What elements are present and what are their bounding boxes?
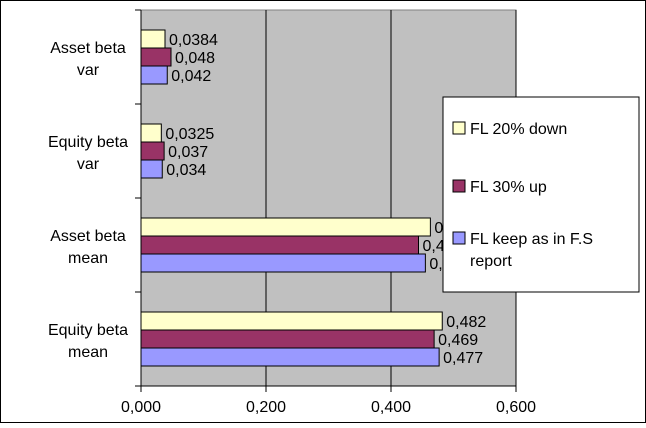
y-category-label: Equity beta mean: [48, 322, 128, 361]
data-label: 0,469: [438, 332, 478, 349]
y-category-label: Equity beta var: [48, 134, 128, 173]
y-category-label: Asset beta mean: [50, 228, 126, 267]
bar: [140, 253, 426, 273]
x-tick-label: 0,400: [371, 399, 411, 416]
bar: [140, 141, 165, 161]
bar: [140, 235, 419, 255]
legend-label: FL 30% up: [470, 179, 547, 196]
data-label: 0,037: [168, 144, 208, 161]
bar: [140, 159, 163, 179]
legend-label: FL 20% down: [470, 121, 567, 138]
legend-swatch: [452, 231, 466, 245]
x-tick-label: 0,200: [246, 399, 286, 416]
bars: [140, 29, 443, 367]
bar: [140, 47, 172, 67]
data-label: 0,0384: [169, 32, 218, 49]
legend: FL 20% down FL 30% up FL keep as in F.S rep…: [442, 96, 640, 293]
x-tick-label: 0,600: [496, 399, 536, 416]
legend-box: [442, 96, 640, 293]
bar: [140, 123, 162, 143]
data-label: 0,042: [171, 68, 211, 85]
bar: [140, 65, 168, 85]
legend-label: FL keep as in F.S report: [470, 231, 593, 270]
bar: [140, 311, 443, 331]
bar: [140, 347, 440, 367]
x-tick-label: 0,000: [121, 399, 161, 416]
data-label: 0,482: [446, 314, 486, 331]
data-label: 0,477: [443, 350, 483, 367]
data-label: 0,0325: [165, 126, 214, 143]
legend-swatch: [452, 121, 466, 135]
bar: [140, 29, 166, 49]
data-label: 0,048: [175, 50, 215, 67]
bar: [140, 329, 435, 349]
y-category-label: Asset beta var: [50, 40, 126, 79]
legend-swatch: [452, 179, 466, 193]
axes: 0,000 0,200 0,400 0,600 Equity beta mean Asset…: [48, 9, 536, 416]
bar: [140, 217, 431, 237]
data-label: 0,034: [166, 162, 206, 179]
